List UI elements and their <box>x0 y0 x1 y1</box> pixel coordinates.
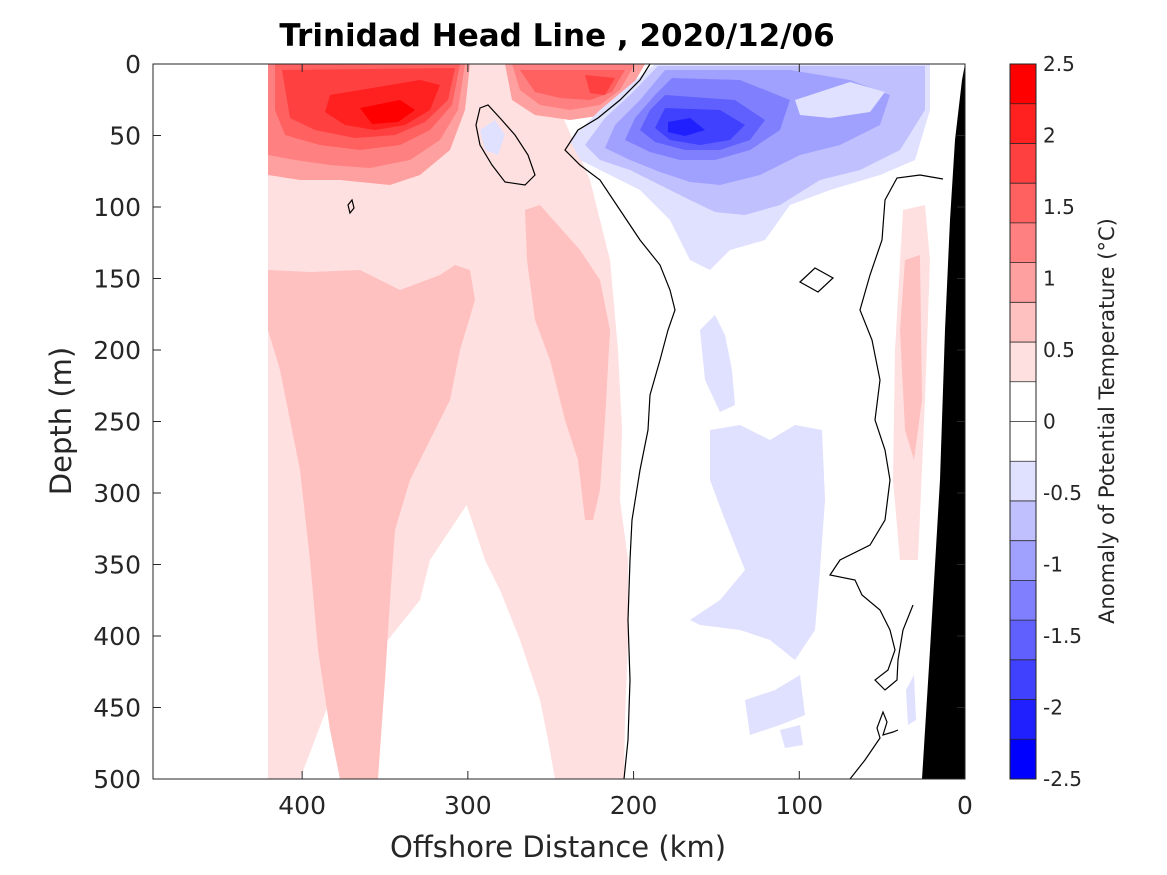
colorbar-swatch <box>1010 659 1036 701</box>
zero-contour-loop <box>475 104 536 186</box>
colorbar-frame <box>1009 63 1037 780</box>
x-axis: 400 300 200 100 0 <box>278 64 973 820</box>
zero-contour-nearshore <box>829 174 944 691</box>
colorbar-tick-label: 2.5 <box>1043 52 1075 76</box>
colorbar-swatch <box>1010 461 1036 502</box>
cold-subsurface-4 <box>780 725 803 748</box>
warm-patch-level-4 <box>585 75 615 95</box>
colorbar-swatch <box>1010 64 1036 105</box>
warm-contour-level-2 <box>268 265 475 779</box>
colorbar-swatch <box>1010 262 1036 303</box>
colorbar-tick-label: -2.5 <box>1043 767 1082 791</box>
y-tick-label: 400 <box>93 622 141 651</box>
zero-contour-small <box>347 198 355 215</box>
y-tick-label: 300 <box>93 479 141 508</box>
y-tick-label: 250 <box>93 408 141 437</box>
colorbar-tick-label: -0.5 <box>1043 481 1082 505</box>
colorbar-tick-label: 0 <box>1043 410 1056 434</box>
bathymetry <box>922 64 965 779</box>
y-tick-label: 500 <box>93 765 141 794</box>
colorbar-tick-label: -1 <box>1043 553 1063 577</box>
y-tick-label: 350 <box>93 551 141 580</box>
y-axis: 0 50 100 150 200 250 300 350 400 450 500 <box>93 50 965 794</box>
colorbar-swatch <box>1010 342 1036 383</box>
colorbar-label: Anomaly of Potential Temperature (°C) <box>1095 218 1119 624</box>
x-axis-label: Offshore Distance (km) <box>390 830 726 864</box>
colorbar-swatch <box>1010 620 1036 661</box>
cold-subsurface-3 <box>745 675 805 735</box>
colorbar-swatch <box>1010 580 1036 621</box>
cold-small-patch <box>480 120 505 155</box>
cold-subsurface-2 <box>690 425 825 660</box>
cold-contour-level-7 <box>668 118 705 136</box>
colorbar: 2.5 2 1.5 1 0.5 0 -0.5 -1 -1.5 -2 -2.5 <box>1009 52 1082 791</box>
colorbar-tick-label: -1.5 <box>1043 624 1082 648</box>
y-tick-label: 0 <box>125 50 141 79</box>
colorbar-swatch <box>1010 421 1036 462</box>
warm-contour-level-8 <box>360 100 415 124</box>
x-tick-label: 200 <box>610 791 658 820</box>
x-tick-label: 300 <box>444 791 492 820</box>
colorbar-swatch <box>1010 699 1036 740</box>
zero-contour-eddy <box>798 267 835 293</box>
y-tick-label: 100 <box>93 193 141 222</box>
colorbar-swatch <box>1010 381 1036 422</box>
colorbar-swatch <box>1010 103 1036 144</box>
x-tick-label: 0 <box>957 791 973 820</box>
cold-subsurface-1 <box>700 315 735 412</box>
chart-title: Trinidad Head Line , 2020/12/06 <box>279 18 834 54</box>
y-tick-label: 150 <box>93 265 141 294</box>
x-tick-label: 100 <box>775 791 823 820</box>
cold-subsurface-5 <box>906 675 916 725</box>
zero-contour-main <box>564 64 676 779</box>
colorbar-swatch <box>1010 222 1036 264</box>
colorbar-swatch <box>1010 500 1036 542</box>
colorbar-swatch <box>1010 302 1036 343</box>
contour-fills <box>268 64 965 779</box>
x-tick-label: 400 <box>278 791 326 820</box>
colorbar-swatch <box>1010 143 1036 184</box>
colorbar-tick-label: -2 <box>1043 696 1063 720</box>
warm-contour-level-2b <box>525 205 610 520</box>
y-axis-label: Depth (m) <box>44 347 78 495</box>
colorbar-swatch <box>1010 739 1036 780</box>
colorbar-swatch <box>1010 540 1036 581</box>
y-tick-label: 450 <box>93 694 141 723</box>
colorbar-tick-label: 2 <box>1043 124 1056 148</box>
colorbar-tick-label: 1 <box>1043 267 1056 291</box>
colorbar-tick-label: 0.5 <box>1043 338 1075 362</box>
colorbar-tick-label: 1.5 <box>1043 195 1075 219</box>
plot-area <box>152 63 966 780</box>
y-tick-label: 200 <box>93 336 141 365</box>
colorbar-swatch <box>1010 183 1036 224</box>
zero-contour-nearshore-2 <box>849 710 899 779</box>
warm-contour-level-2c <box>900 255 922 460</box>
y-tick-label: 50 <box>109 122 141 151</box>
cold-light-patch <box>795 82 885 118</box>
